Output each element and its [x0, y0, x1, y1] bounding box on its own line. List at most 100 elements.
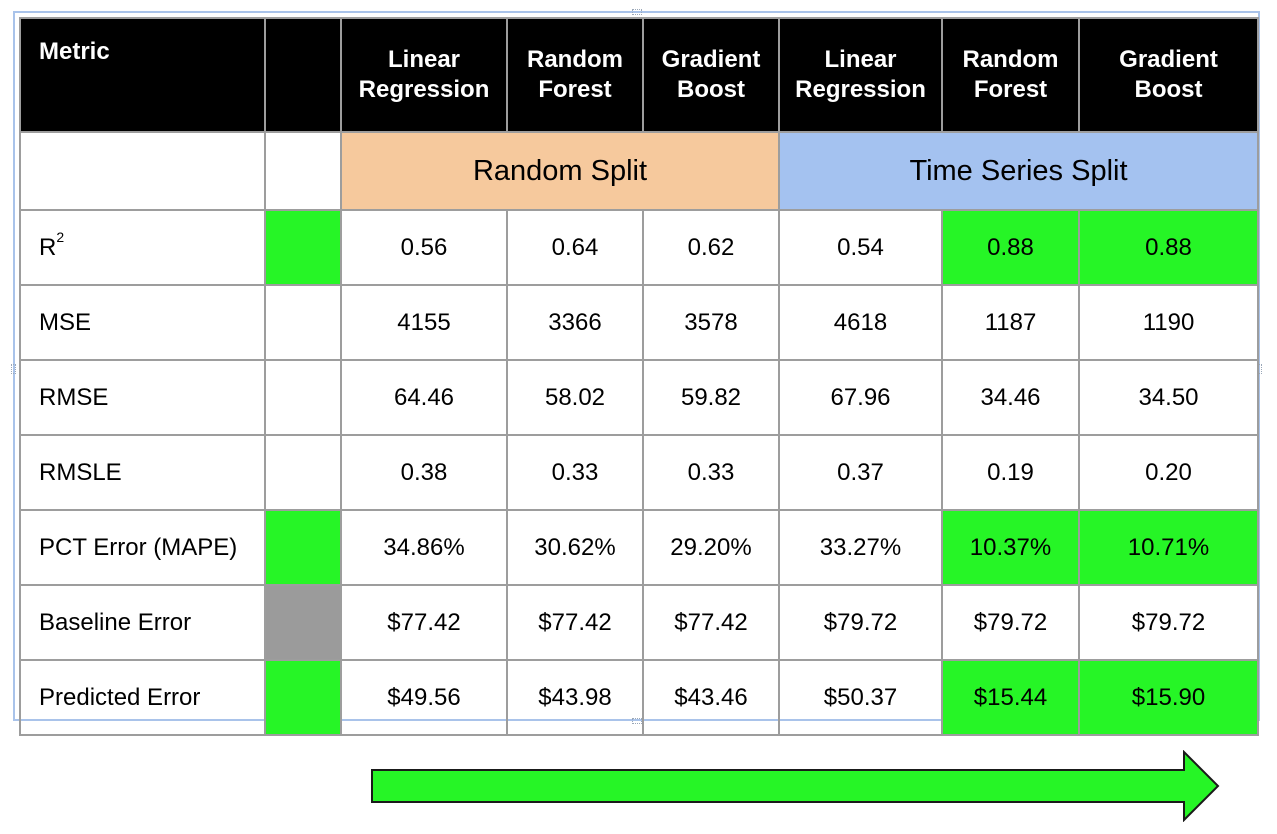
value-cell: $43.98 — [506, 659, 644, 736]
indicator-cell — [264, 509, 342, 586]
metric-label: RMSLE — [19, 434, 266, 511]
value-cell: 33.27% — [778, 509, 943, 586]
value-cell: $43.46 — [642, 659, 780, 736]
model-header-line1: Random — [527, 46, 623, 73]
table-row: MSE 4155 3366 3578 4618 1187 1190 — [19, 284, 1259, 361]
model-header-line2: Regression — [358, 76, 490, 103]
value-cell: 1190 — [1078, 284, 1259, 361]
model-header: Gradient Boost — [642, 17, 780, 133]
value-cell: 10.37% — [941, 509, 1080, 586]
model-header: Linear Regression — [778, 17, 943, 133]
value-cell: 1187 — [941, 284, 1080, 361]
value-cell: 34.50 — [1078, 359, 1259, 436]
value-cell: $49.56 — [340, 659, 508, 736]
value-cell: 0.54 — [778, 209, 943, 286]
metric-name: PCT Error (MAPE) — [39, 533, 238, 561]
model-header-line2: Forest — [973, 76, 1048, 103]
model-header: Linear Regression — [340, 17, 508, 133]
metric-name: RMSLE — [39, 458, 122, 486]
value-cell: 0.37 — [778, 434, 943, 511]
empty-cell — [19, 131, 266, 211]
metric-name: RMSE — [39, 383, 109, 411]
model-header: Random Forest — [506, 17, 644, 133]
value-cell: 30.62% — [506, 509, 644, 586]
value-cell: 0.56 — [340, 209, 508, 286]
value-cell: 0.88 — [1078, 209, 1259, 286]
value-cell: $15.90 — [1078, 659, 1259, 736]
value-cell: 58.02 — [506, 359, 644, 436]
left-resize-handle[interactable] — [11, 364, 16, 374]
arrow-shape — [371, 750, 1220, 822]
value-cell: 29.20% — [642, 509, 780, 586]
value-cell: $77.42 — [642, 584, 780, 661]
value-cell: 0.33 — [642, 434, 780, 511]
model-header-line1: Random — [962, 46, 1059, 73]
metric-name: R — [39, 234, 57, 261]
metric-label: Predicted Error — [19, 659, 266, 736]
value-cell: $79.72 — [778, 584, 943, 661]
value-cell: 0.33 — [506, 434, 644, 511]
model-header-line2: Boost — [1134, 76, 1203, 103]
model-header: Gradient Boost — [1078, 17, 1259, 133]
value-cell: 10.71% — [1078, 509, 1259, 586]
value-cell: 4618 — [778, 284, 943, 361]
value-cell: $79.72 — [941, 584, 1080, 661]
value-cell: 34.86% — [340, 509, 508, 586]
model-header-line1: Gradient — [661, 46, 761, 73]
value-cell: 0.19 — [941, 434, 1080, 511]
table-row: R2 0.56 0.64 0.62 0.54 0.88 0.88 — [19, 209, 1259, 286]
value-cell: 4155 — [340, 284, 508, 361]
indicator-cell — [264, 284, 342, 361]
table-row: RMSE 64.46 58.02 59.82 67.96 34.46 34.50 — [19, 359, 1259, 436]
table-row: RMSLE 0.38 0.33 0.33 0.37 0.19 0.20 — [19, 434, 1259, 511]
value-cell: $15.44 — [941, 659, 1080, 736]
metric-name: MSE — [39, 308, 92, 336]
metric-superscript: 2 — [56, 229, 65, 245]
value-cell: 0.64 — [506, 209, 644, 286]
value-cell: $79.72 — [1078, 584, 1259, 661]
model-header-line2: Regression — [795, 76, 926, 103]
metric-name: Predicted Error — [39, 683, 201, 711]
value-cell: 3366 — [506, 284, 644, 361]
model-header: Random Forest — [941, 17, 1080, 133]
table-row: Predicted Error $49.56 $43.98 $43.46 $50.37 $… — [19, 659, 1259, 736]
metric-label: MSE — [19, 284, 266, 361]
metric-label: R2 — [19, 209, 266, 286]
value-cell: 0.38 — [340, 434, 508, 511]
indicator-cell — [264, 434, 342, 511]
split-group-row: Random Split Time Series Split — [19, 131, 1259, 211]
value-cell: $50.37 — [778, 659, 943, 736]
value-cell: 67.96 — [778, 359, 943, 436]
indicator-cell — [264, 659, 342, 736]
value-cell: 0.62 — [642, 209, 780, 286]
metric-label: Baseline Error — [19, 584, 266, 661]
value-cell: 64.46 — [340, 359, 508, 436]
indicator-cell — [264, 359, 342, 436]
model-header-line1: Linear — [824, 46, 897, 73]
indicator-header — [264, 17, 342, 133]
model-header-line1: Gradient — [1119, 46, 1218, 73]
metric-label: PCT Error (MAPE) — [19, 509, 266, 586]
metrics-table: Metric Linear Regression Random Forest Gra… — [19, 17, 1259, 736]
table-row: Baseline Error $77.42 $77.42 $77.42 $79.72 $7… — [19, 584, 1259, 661]
metric-header: Metric — [19, 17, 266, 133]
value-cell: 34.46 — [941, 359, 1080, 436]
value-cell: 0.88 — [941, 209, 1080, 286]
top-resize-handle[interactable] — [632, 9, 642, 15]
indicator-cell — [264, 209, 342, 286]
random-split-header: Random Split — [340, 131, 780, 211]
right-arrow-icon — [371, 750, 1220, 822]
empty-cell — [264, 131, 342, 211]
value-cell: 3578 — [642, 284, 780, 361]
indicator-cell — [264, 584, 342, 661]
metric-name: Baseline Error — [39, 608, 192, 636]
time-series-split-header: Time Series Split — [778, 131, 1259, 211]
model-header-line2: Boost — [677, 76, 745, 103]
header-row: Metric Linear Regression Random Forest Gra… — [19, 17, 1259, 133]
table-row: PCT Error (MAPE) 34.86% 30.62% 29.20% 33.27%… — [19, 509, 1259, 586]
metric-label: RMSE — [19, 359, 266, 436]
model-header-line1: Linear — [387, 46, 461, 73]
value-cell: $77.42 — [340, 584, 508, 661]
value-cell: 59.82 — [642, 359, 780, 436]
value-cell: $77.42 — [506, 584, 644, 661]
